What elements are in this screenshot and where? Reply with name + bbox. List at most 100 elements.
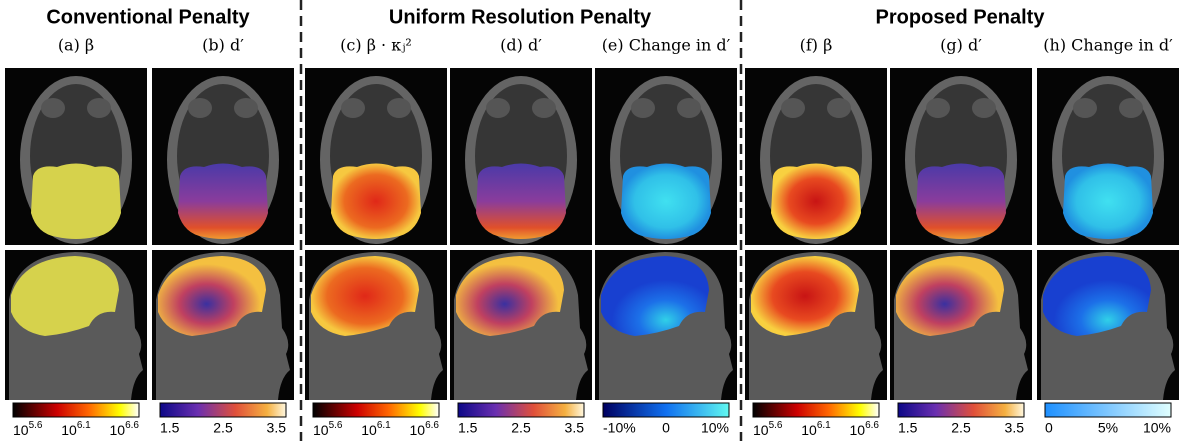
axial-image (5, 68, 147, 245)
sagittal-image (745, 250, 887, 400)
colorbar-tick: 105.6 (753, 420, 783, 438)
brain-region (771, 164, 861, 240)
orbit (387, 98, 411, 118)
section-title: Conventional Penalty (46, 6, 250, 28)
tick-base: 10 (850, 422, 866, 438)
panel-label: (f) β (800, 36, 833, 55)
tick-exp: 6.6 (425, 420, 439, 431)
colorbar-tick: 10% (1143, 420, 1171, 436)
colorbar-tick: 10% (701, 420, 729, 436)
sagittal-image (890, 250, 1032, 400)
colorbar (458, 403, 584, 417)
tick-base: 10 (410, 422, 426, 438)
colorbar (313, 403, 439, 417)
colorbar-tick: 106.6 (110, 420, 140, 438)
sagittal-image (5, 250, 147, 400)
colorbar (603, 403, 729, 417)
orbit (188, 98, 212, 118)
colorbar-tick: 1.5 (458, 420, 478, 436)
orbit (1119, 98, 1143, 118)
tick-exp: 6.1 (817, 420, 831, 431)
tick-exp: 6.6 (125, 420, 139, 431)
panel-label: (b) d′ (202, 36, 244, 55)
orbit (677, 98, 701, 118)
colorbar (1045, 403, 1171, 417)
tick-base: 10 (61, 422, 77, 438)
tick-base: 10 (801, 422, 817, 438)
brain-region (31, 164, 121, 240)
orbit (41, 98, 65, 118)
tick-base: 10 (313, 422, 329, 438)
figure: Conventional Penalty Uniform Resolution P… (0, 0, 1187, 441)
brain-region (1063, 164, 1153, 240)
orbit (341, 98, 365, 118)
colorbar-tick: 2.5 (951, 420, 971, 436)
axial-image (890, 68, 1032, 245)
colorbar-tick: 1.5 (160, 420, 180, 436)
axial-image (1037, 68, 1179, 245)
orbit (532, 98, 556, 118)
tick-base: 10 (110, 422, 126, 438)
orbit (87, 98, 111, 118)
colorbar-tick: 3.5 (1005, 420, 1025, 436)
colorbar-tick: 105.6 (13, 420, 43, 438)
axial-image (152, 68, 294, 245)
brain-region (916, 164, 1006, 240)
axial-image (745, 68, 887, 245)
panel-label: (a) β (58, 36, 94, 55)
axial-image (450, 68, 592, 245)
colorbar-tick: 2.5 (511, 420, 531, 436)
colorbar (160, 403, 286, 417)
orbit (926, 98, 950, 118)
tick-exp: 6.1 (77, 420, 91, 431)
sagittal-image (595, 250, 737, 400)
colorbar-tick: -10% (603, 420, 636, 436)
section-title: Uniform Resolution Penalty (389, 6, 652, 28)
brain-region (331, 164, 421, 240)
colorbar-tick: 3.5 (267, 420, 287, 436)
axial-image (595, 68, 737, 245)
colorbar-tick: 106.6 (850, 420, 880, 438)
sagittal-image (152, 250, 294, 400)
tick-base: 10 (361, 422, 377, 438)
orbit (631, 98, 655, 118)
colorbar-tick: 105.6 (313, 420, 343, 438)
colorbar-tick: 106.1 (361, 420, 391, 438)
orbit (486, 98, 510, 118)
colorbar-tick: 3.5 (565, 420, 585, 436)
colorbar (753, 403, 879, 417)
colorbar-tick: 0 (662, 420, 670, 436)
colorbar-tick: 106.1 (61, 420, 91, 438)
colorbar-tick: 5% (1098, 420, 1118, 436)
colorbar (13, 403, 139, 417)
brain-region (178, 164, 268, 240)
orbit (781, 98, 805, 118)
tick-exp: 6.6 (865, 420, 879, 431)
sagittal-image (1037, 250, 1179, 400)
tick-base: 10 (13, 422, 29, 438)
brain-region (621, 164, 711, 240)
panel-label: (d) d′ (500, 36, 542, 55)
orbit (1073, 98, 1097, 118)
sagittal-image (450, 250, 592, 400)
colorbar-tick: 0 (1045, 420, 1053, 436)
panel-label: (c) β · κⱼ² (340, 36, 412, 55)
colorbar-tick: 106.1 (801, 420, 831, 438)
tick-exp: 6.1 (377, 420, 391, 431)
tick-exp: 5.6 (769, 420, 783, 431)
tick-base: 10 (753, 422, 769, 438)
orbit (972, 98, 996, 118)
colorbar-tick: 1.5 (898, 420, 918, 436)
panel-label: (g) d′ (940, 36, 982, 55)
panel-label: (h) Change in d′ (1043, 36, 1173, 55)
tick-exp: 5.6 (329, 420, 343, 431)
panel-label: (e) Change in d′ (602, 36, 731, 55)
orbit (234, 98, 258, 118)
axial-image (305, 68, 447, 245)
colorbar-tick: 2.5 (213, 420, 233, 436)
orbit (827, 98, 851, 118)
sagittal-image (305, 250, 447, 400)
colorbar (898, 403, 1024, 417)
tick-exp: 5.6 (29, 420, 43, 431)
colorbar-tick: 106.6 (410, 420, 440, 438)
